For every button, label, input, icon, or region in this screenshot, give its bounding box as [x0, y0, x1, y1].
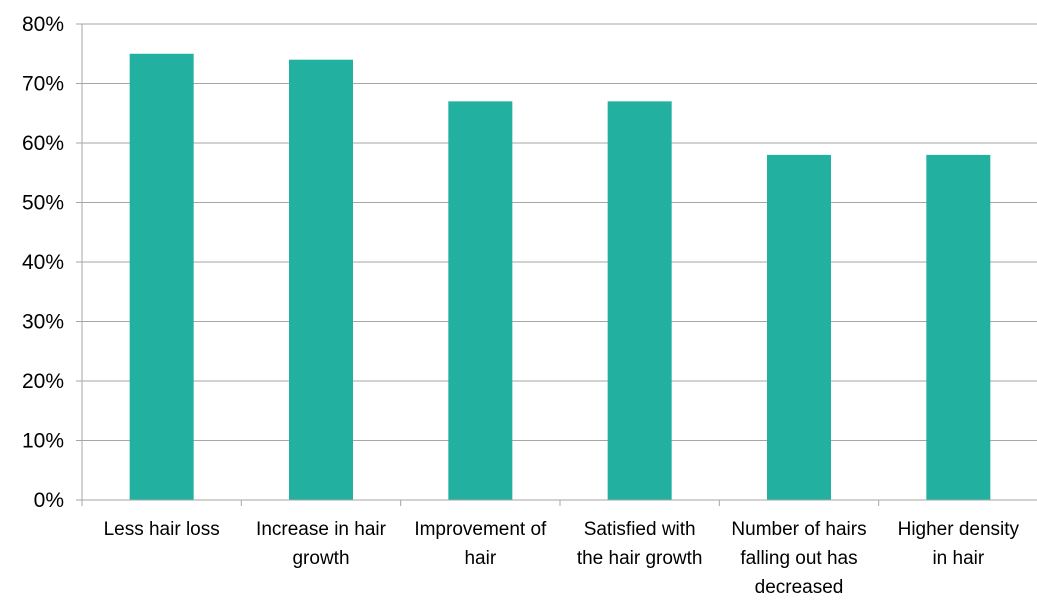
x-category-label: hair — [464, 548, 496, 569]
x-category-label: Improvement of — [414, 519, 547, 540]
y-tick-label: 80% — [22, 13, 64, 36]
x-category-label: Satisfied with — [584, 519, 696, 540]
x-category-label: the hair growth — [577, 548, 703, 569]
x-category-label: Less hair loss — [104, 519, 220, 540]
x-category-label: in hair — [932, 548, 984, 569]
y-tick-label: 10% — [22, 430, 64, 453]
bar — [767, 154, 831, 500]
bars — [129, 53, 991, 500]
x-category-label: Number of hairs — [731, 519, 866, 540]
bar — [448, 101, 513, 500]
bar — [926, 154, 991, 500]
x-category-label: growth — [292, 548, 349, 569]
bar — [289, 59, 353, 500]
x-category-label: decreased — [755, 577, 844, 598]
y-tick-label: 40% — [22, 251, 64, 274]
x-category-label: Increase in hair — [256, 519, 387, 540]
y-tick-label: 0% — [34, 489, 64, 512]
y-tick-label: 70% — [22, 73, 64, 96]
y-tick-label: 50% — [22, 192, 64, 215]
bar — [607, 101, 672, 500]
y-tick-label: 30% — [22, 311, 64, 334]
axes — [76, 23, 1037, 506]
bar — [129, 53, 194, 500]
y-axis-ticks: 0% 10% 20% 30% 40% 50% 60% 70% 80% — [22, 13, 64, 512]
y-tick-label: 20% — [22, 370, 64, 393]
y-tick-label: 60% — [22, 132, 64, 155]
x-category-label: falling out has — [740, 548, 857, 569]
x-category-label: Higher density — [898, 519, 1020, 540]
x-axis-labels: Less hair loss Increase in hair growth Impr… — [104, 519, 1020, 598]
gridlines — [82, 23, 1037, 441]
